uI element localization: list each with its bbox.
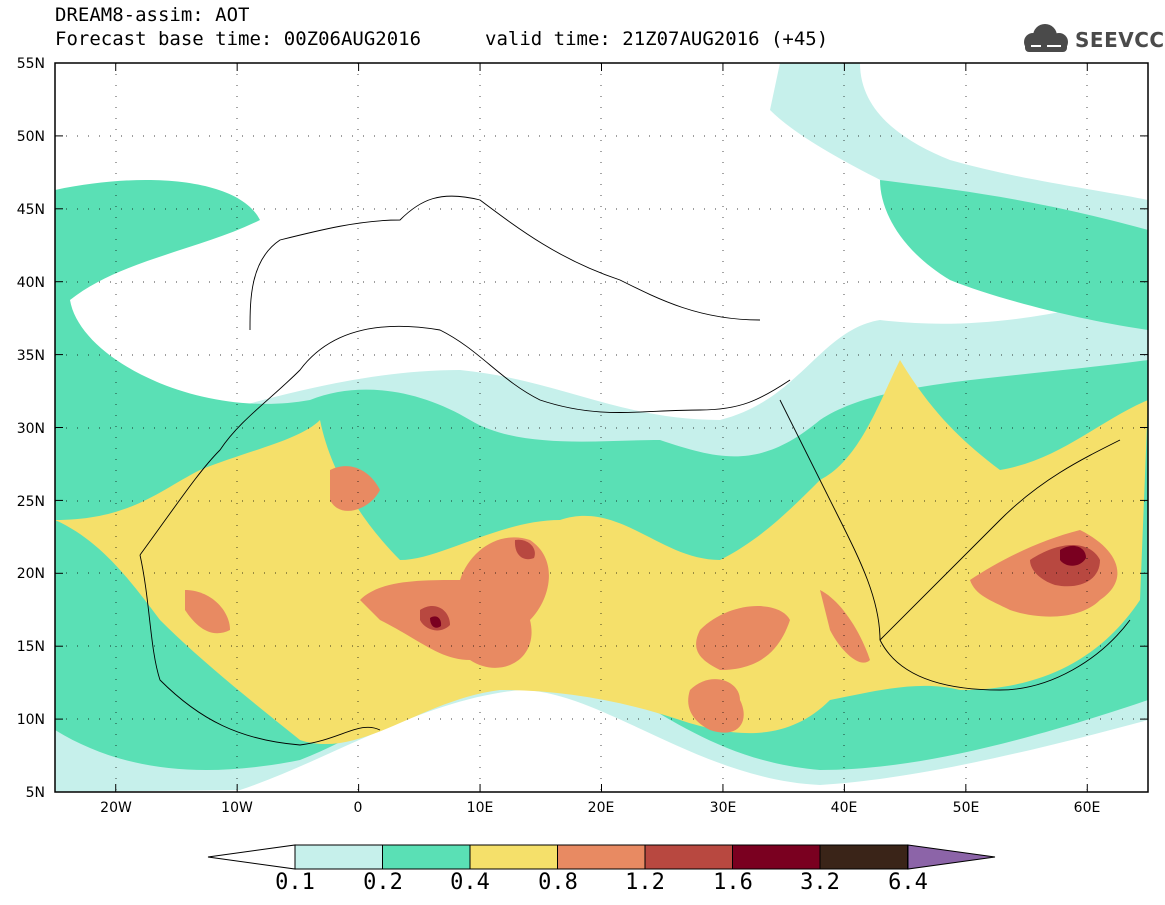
- lat-label-50n: 50N: [17, 129, 45, 145]
- lat-label-20n: 20N: [17, 566, 45, 582]
- lon-label-0: 0: [354, 800, 363, 816]
- lat-label-55n: 55N: [17, 56, 45, 72]
- colorbar-box: [819, 844, 908, 870]
- valid-time: valid time: 21Z07AUG2016 (+45): [485, 28, 829, 50]
- lat-label-15n: 15N: [17, 639, 45, 655]
- colorbar-label: 6.4: [888, 870, 928, 895]
- grid-lines: [55, 63, 1148, 792]
- lon-label-40e: 40E: [831, 800, 858, 816]
- lat-label-30n: 30N: [17, 421, 45, 437]
- lon-label-50e: 50E: [953, 800, 980, 816]
- colorbar-over-arrow: [907, 844, 996, 870]
- lon-label-10e: 10E: [467, 800, 494, 816]
- lat-label-35n: 35N: [17, 348, 45, 364]
- lon-tick-marks: [115, 63, 1088, 792]
- colorbar-label: 0.2: [363, 870, 403, 895]
- lat-label-25n: 25N: [17, 494, 45, 510]
- colorbar-label: 0.1: [275, 870, 315, 895]
- colorbar: [207, 844, 996, 870]
- colorbar-label: 1.2: [625, 870, 665, 895]
- lat-label-5n: 5N: [26, 785, 45, 801]
- colorbar-label: 0.8: [538, 870, 578, 895]
- lon-label-10w: 10W: [221, 800, 253, 816]
- lat-label-10n: 10N: [17, 712, 45, 728]
- colorbar-box: [557, 844, 646, 870]
- lat-label-40n: 40N: [17, 275, 45, 291]
- cloud-icon: [1024, 24, 1068, 52]
- logo-text: SEEVCCC: [1075, 28, 1165, 52]
- coastlines: [139, 195, 1131, 746]
- colorbar-under-arrow: [207, 844, 296, 870]
- lon-label-30e: 30E: [710, 800, 737, 816]
- lon-label-20e: 20E: [588, 800, 615, 816]
- lat-label-45n: 45N: [17, 202, 45, 218]
- colorbar-label: 3.2: [800, 870, 840, 895]
- forecast-base-time: Forecast base time: 00Z06AUG2016: [55, 28, 422, 50]
- colorbar-label: 0.4: [450, 870, 490, 895]
- colorbar-box: [732, 844, 821, 870]
- lat-tick-marks: [55, 62, 1148, 793]
- colorbar-box: [382, 844, 471, 870]
- colorbar-label: 1.6: [713, 870, 753, 895]
- aot-fields: [55, 63, 1148, 792]
- colorbar-box: [469, 844, 558, 870]
- colorbar-box: [294, 844, 383, 870]
- map-title: DREAM8-assim: AOT: [55, 4, 250, 26]
- colorbar-box: [644, 844, 733, 870]
- lon-label-20w: 20W: [100, 800, 132, 816]
- lon-label-60e: 60E: [1074, 800, 1101, 816]
